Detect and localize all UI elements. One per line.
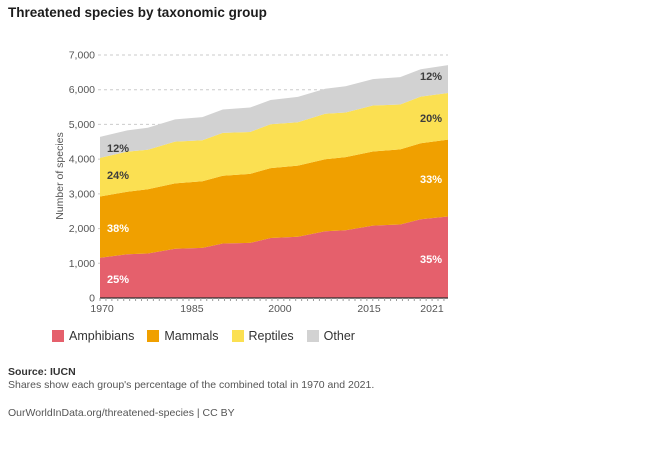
svg-text:12%: 12% [420, 71, 442, 83]
legend-swatch-icon [147, 330, 160, 342]
svg-text:38%: 38% [107, 223, 129, 235]
attribution-line: OurWorldInData.org/threatened-species | … [8, 407, 235, 419]
svg-text:20%: 20% [420, 113, 442, 125]
note-line: Shares show each group's percentage of t… [8, 379, 375, 391]
svg-text:35%: 35% [420, 254, 442, 266]
source-line: Source: IUCN [8, 366, 76, 378]
legend-label: Other [323, 329, 355, 343]
svg-text:1985: 1985 [180, 303, 204, 315]
svg-text:33%: 33% [420, 174, 442, 186]
legend-swatch-icon [52, 330, 64, 342]
svg-text:25%: 25% [107, 274, 129, 286]
svg-text:0: 0 [89, 293, 95, 305]
svg-text:2,000: 2,000 [69, 223, 95, 235]
legend-label: Reptiles [248, 329, 294, 343]
svg-text:5,000: 5,000 [69, 119, 95, 131]
svg-text:12%: 12% [107, 143, 129, 155]
svg-text:1970: 1970 [90, 303, 114, 315]
legend-swatch-icon [231, 330, 244, 342]
svg-text:24%: 24% [107, 170, 129, 182]
svg-text:4,000: 4,000 [69, 154, 95, 166]
chart-legend: Amphibians Mammals Reptiles Other [52, 329, 355, 343]
svg-text:2000: 2000 [268, 303, 292, 315]
svg-text:3,000: 3,000 [69, 188, 95, 200]
svg-text:1,000: 1,000 [69, 258, 95, 270]
legend-item: Mammals [147, 329, 219, 343]
svg-text:6,000: 6,000 [69, 84, 95, 96]
svg-text:Number of species: Number of species [54, 132, 66, 220]
legend-label: Mammals [164, 329, 219, 343]
legend-item: Reptiles [231, 329, 294, 343]
legend-swatch-icon [306, 330, 319, 342]
legend-item: Amphibians [52, 329, 134, 343]
svg-text:7,000: 7,000 [69, 50, 95, 62]
svg-text:2021: 2021 [420, 303, 444, 315]
chart-title: Threatened species by taxonomic group [8, 5, 267, 20]
svg-text:2015: 2015 [357, 303, 381, 315]
legend-item: Other [306, 329, 355, 343]
legend-label: Amphibians [69, 329, 135, 343]
